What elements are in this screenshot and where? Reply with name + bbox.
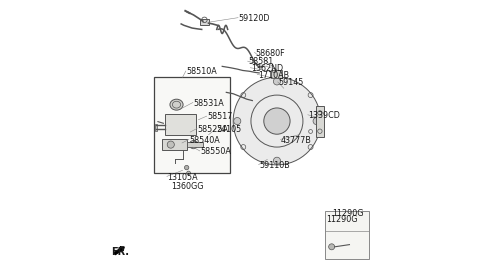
FancyArrow shape — [114, 247, 124, 255]
Bar — [272, 70, 282, 78]
Circle shape — [234, 117, 241, 125]
Circle shape — [167, 141, 174, 148]
Text: 24105: 24105 — [217, 125, 242, 134]
Text: 59110B: 59110B — [259, 161, 290, 170]
Circle shape — [274, 157, 280, 164]
Circle shape — [274, 78, 280, 85]
Ellipse shape — [170, 99, 183, 110]
Text: 59145: 59145 — [278, 78, 304, 87]
Circle shape — [187, 171, 191, 175]
Text: 1362ND: 1362ND — [251, 64, 283, 73]
Bar — [155, 124, 157, 131]
Text: 58581: 58581 — [248, 57, 274, 67]
Bar — [325, 211, 369, 259]
Ellipse shape — [190, 141, 198, 149]
Circle shape — [264, 108, 290, 134]
Text: 58517: 58517 — [207, 112, 232, 122]
Bar — [200, 19, 208, 25]
Bar — [165, 114, 196, 135]
Text: 1710AB: 1710AB — [258, 71, 289, 80]
Bar — [154, 77, 230, 173]
Text: 59120D: 59120D — [239, 14, 270, 23]
Text: 58540A: 58540A — [190, 136, 220, 145]
Text: FR.: FR. — [111, 247, 130, 257]
Circle shape — [233, 77, 321, 165]
Text: 1360GG: 1360GG — [171, 182, 204, 191]
Bar — [187, 142, 203, 147]
Text: 11290G: 11290G — [332, 209, 363, 218]
Text: 58680F: 58680F — [255, 49, 285, 58]
Circle shape — [329, 244, 335, 250]
Circle shape — [313, 117, 320, 125]
Text: 11290G: 11290G — [326, 215, 358, 224]
Text: 58510A: 58510A — [187, 67, 217, 76]
Bar — [316, 106, 324, 137]
Text: 1339CD: 1339CD — [309, 111, 340, 120]
Text: 58550A: 58550A — [200, 147, 231, 156]
Circle shape — [184, 165, 189, 170]
Text: 58525A: 58525A — [198, 125, 228, 134]
Text: 58531A: 58531A — [193, 99, 224, 108]
Bar — [162, 139, 187, 150]
Text: 43777B: 43777B — [281, 136, 312, 145]
Text: 13105A: 13105A — [168, 173, 198, 182]
